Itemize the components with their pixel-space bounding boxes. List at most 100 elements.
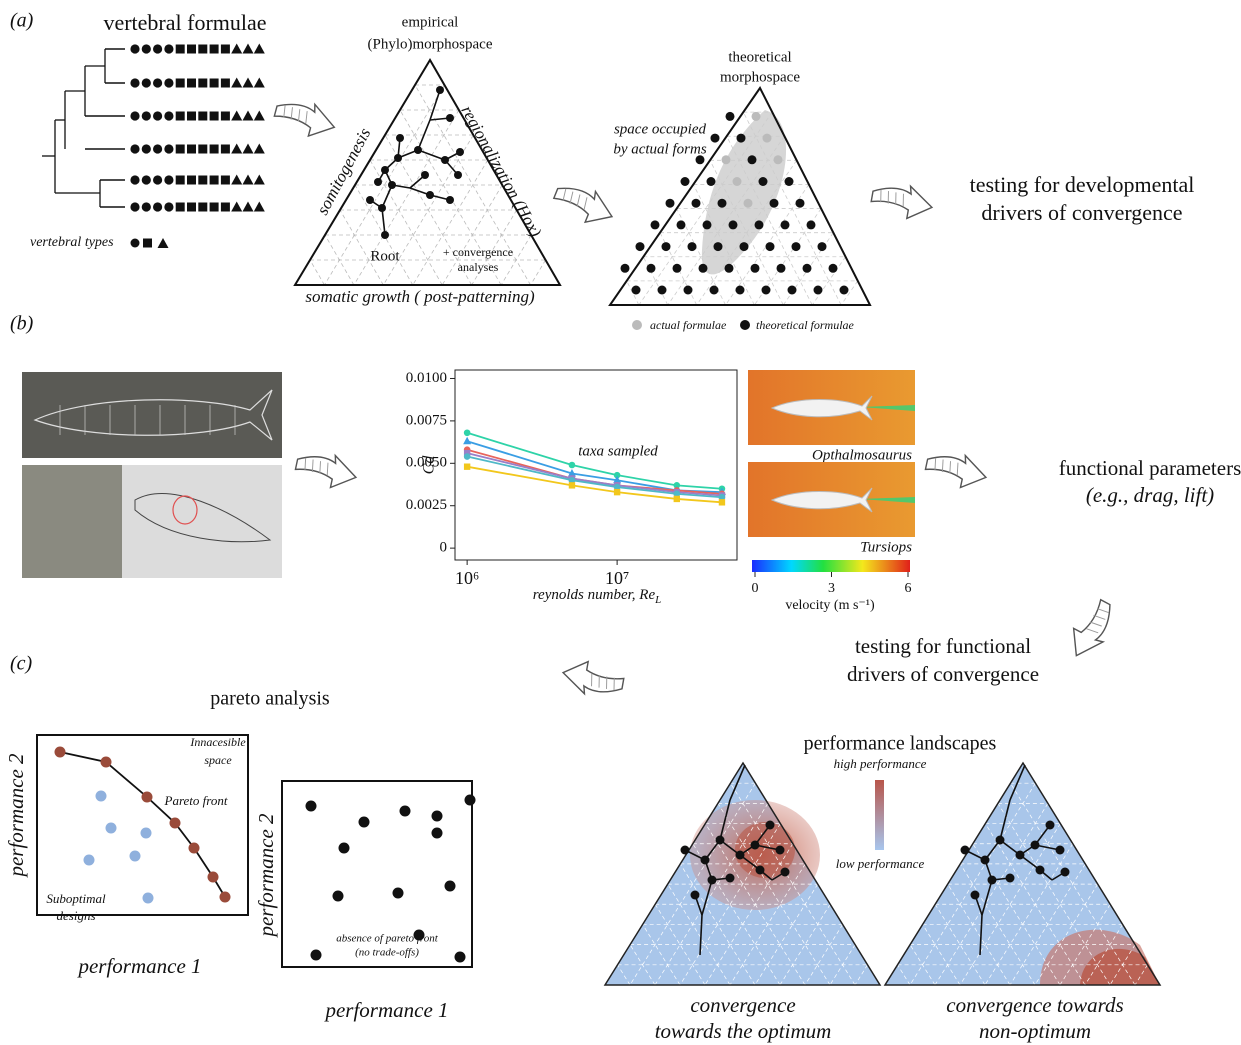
- vertebra: [253, 43, 265, 54]
- label: by actual forms: [613, 141, 706, 157]
- line: [804, 924, 843, 986]
- vertebra: [220, 44, 230, 54]
- arrow-body: [273, 102, 336, 138]
- dot: [105, 822, 117, 834]
- x-axis-label-main: reynolds number, Re: [533, 587, 656, 603]
- dot: [378, 204, 386, 212]
- line: [922, 924, 961, 986]
- dot: [305, 800, 317, 812]
- dot: [702, 220, 712, 230]
- label: actual formulae: [650, 318, 727, 332]
- line: [667, 883, 731, 986]
- arrow-hatch: [311, 459, 314, 473]
- label: Innacesible: [189, 735, 246, 749]
- dot: [761, 285, 771, 295]
- label: Opthalmosaurus: [812, 447, 912, 463]
- label: functional parameters: [1059, 456, 1241, 480]
- arrow-hatch: [1089, 621, 1102, 627]
- dot: [631, 285, 641, 295]
- arrow: [273, 102, 336, 138]
- dot: [392, 887, 404, 899]
- dot: [381, 166, 389, 174]
- y-tick-label: 0.0100: [406, 370, 447, 386]
- vertebra: [187, 144, 196, 154]
- vertebra: [198, 144, 208, 154]
- marker: [673, 482, 681, 489]
- vertebra: [175, 78, 185, 88]
- x-tick-label: 10⁷: [605, 568, 629, 588]
- line: [934, 803, 1049, 986]
- dot: [765, 242, 775, 252]
- dot: [650, 220, 660, 230]
- label: Pareto front: [164, 793, 228, 808]
- wake: [860, 497, 915, 503]
- vertebra: [253, 143, 265, 154]
- vertebra: [153, 175, 163, 185]
- wireframe: [33, 389, 273, 441]
- dot: [839, 285, 849, 295]
- arrow-hatch: [569, 191, 574, 204]
- dot: [620, 263, 630, 273]
- dot: [817, 242, 827, 252]
- vertebra: [187, 44, 196, 54]
- marker: [613, 488, 621, 496]
- vertebra: [220, 144, 230, 154]
- line: [719, 799, 731, 841]
- vertebra: [153, 78, 163, 88]
- vertebra: [141, 44, 151, 54]
- colorbar: [752, 560, 910, 572]
- dot: [446, 114, 454, 122]
- performance-scale: [875, 780, 884, 850]
- dot: [1055, 845, 1065, 855]
- y-tick-label: 0.0075: [406, 412, 447, 428]
- y-tick-label: 0: [440, 540, 448, 556]
- dot: [725, 111, 735, 121]
- dot: [747, 155, 757, 165]
- dot: [657, 285, 667, 295]
- body: [770, 395, 873, 421]
- dot: [635, 242, 645, 252]
- dot: [396, 134, 404, 142]
- vertebra: [198, 202, 208, 212]
- dot: [374, 178, 382, 186]
- label: theoretical: [728, 49, 791, 65]
- y-tick-label: 0.0050: [406, 455, 447, 471]
- line: [729, 764, 746, 801]
- dot: [735, 285, 745, 295]
- dot: [784, 177, 794, 186]
- arrow-body: [552, 187, 614, 224]
- marker: [567, 468, 576, 477]
- label: (no trade-offs): [355, 947, 419, 959]
- marker: [568, 476, 576, 484]
- line: [985, 823, 1086, 986]
- dot: [721, 155, 731, 165]
- arrow-hatch: [319, 461, 321, 474]
- label: somatic growth ( post-patterning): [305, 287, 535, 306]
- line: [353, 109, 460, 286]
- vertebra: [231, 201, 243, 212]
- dot: [802, 263, 812, 273]
- dot: [219, 891, 231, 903]
- line: [471, 209, 518, 286]
- label: convergence: [690, 993, 795, 1017]
- vertebra: [253, 110, 265, 121]
- vertebra: [209, 111, 219, 121]
- dot: [100, 756, 112, 768]
- line: [309, 259, 325, 286]
- vertebra: [231, 174, 243, 185]
- line: [779, 904, 831, 986]
- line: [679, 863, 756, 986]
- vertebra: [220, 111, 230, 121]
- dot: [436, 86, 444, 94]
- dot: [695, 155, 705, 165]
- line: [692, 184, 755, 306]
- label: regionalization (Hox): [457, 102, 545, 240]
- vertebra: [187, 175, 196, 185]
- dot: [728, 220, 738, 230]
- line: [705, 823, 806, 986]
- vertebra: [175, 44, 185, 54]
- dot: [700, 855, 710, 865]
- marker: [718, 499, 726, 506]
- dot: [169, 817, 181, 829]
- line: [369, 159, 443, 286]
